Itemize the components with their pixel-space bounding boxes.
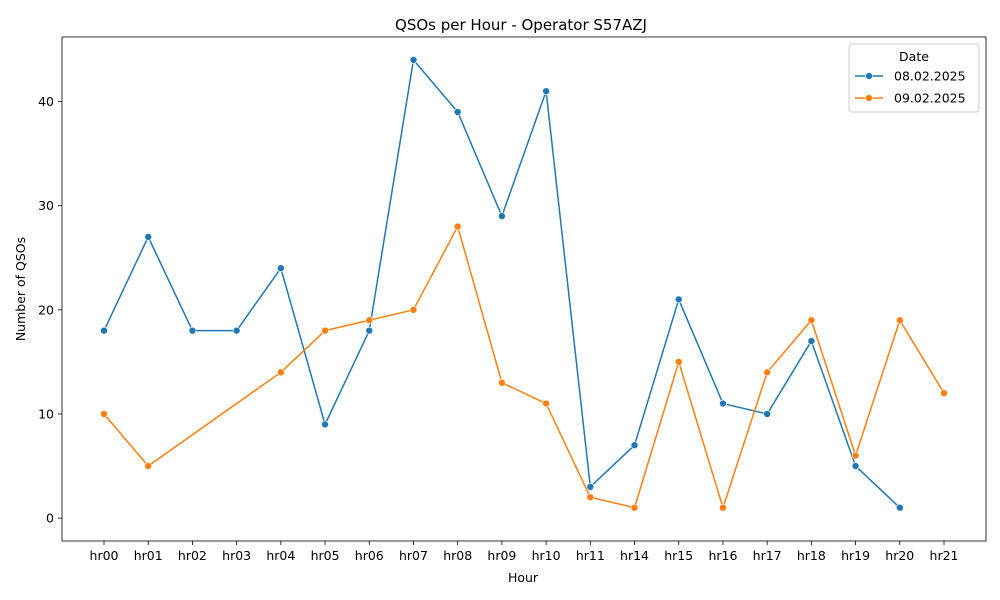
data-point-series-2: [410, 306, 417, 313]
data-point-series-1: [410, 56, 417, 63]
x-tick-label: hr05: [311, 548, 340, 563]
data-point-series-2: [101, 410, 108, 417]
data-point-series-2: [145, 463, 152, 470]
chart-title: QSOs per Hour - Operator S57AZJ: [395, 16, 647, 34]
data-point-series-1: [675, 296, 682, 303]
data-point-series-1: [366, 327, 373, 334]
data-point-series-1: [277, 265, 284, 272]
data-point-series-2: [454, 223, 461, 230]
data-point-series-1: [631, 442, 638, 449]
data-point-series-2: [322, 327, 329, 334]
x-tick-label: hr16: [708, 548, 737, 563]
x-tick-label: hr02: [178, 548, 207, 563]
y-tick-label: 40: [38, 94, 54, 109]
x-tick-label: hr15: [664, 548, 693, 563]
data-point-series-1: [498, 213, 505, 220]
x-tick-label: hr09: [487, 548, 516, 563]
x-tick-label: hr06: [355, 548, 384, 563]
data-point-series-2: [808, 317, 815, 324]
x-axis-label: Hour: [508, 570, 539, 585]
x-tick-label: hr17: [753, 548, 782, 563]
y-tick-label: 20: [38, 302, 54, 317]
x-tick-label: hr18: [797, 548, 826, 563]
data-point-series-2: [719, 504, 726, 511]
x-tick-label: hr01: [134, 548, 163, 563]
data-point-series-1: [233, 327, 240, 334]
x-tick-label: hr03: [222, 548, 251, 563]
x-tick-label: hr04: [266, 548, 295, 563]
legend-title: Date: [899, 49, 929, 64]
data-point-series-1: [454, 108, 461, 115]
data-point-series-2: [896, 317, 903, 324]
data-point-series-2: [366, 317, 373, 324]
chart: QSOs per Hour - Operator S57AZJ hr00 hr01…: [0, 0, 1000, 600]
data-point-series-1: [764, 410, 771, 417]
x-tick-label: hr07: [399, 548, 428, 563]
data-point-series-1: [719, 400, 726, 407]
legend: Date 08.02.2025 09.02.2025: [849, 44, 979, 112]
legend-label-series-2: 09.02.2025: [894, 91, 966, 106]
data-point-series-1: [808, 338, 815, 345]
y-tick-label: 0: [46, 511, 54, 526]
x-tick-label: hr21: [930, 548, 959, 563]
y-tick-label: 10: [38, 406, 54, 421]
x-tick-label: hr19: [841, 548, 870, 563]
data-point-series-1: [189, 327, 196, 334]
data-point-series-1: [322, 421, 329, 428]
data-point-series-2: [764, 369, 771, 376]
x-tick-label: hr14: [620, 548, 649, 563]
data-point-series-2: [631, 504, 638, 511]
legend-marker-series-2: [866, 95, 873, 102]
data-point-series-2: [675, 358, 682, 365]
x-tick-label: hr10: [532, 548, 561, 563]
data-point-series-2: [852, 452, 859, 459]
x-tick-label: hr00: [90, 548, 119, 563]
x-tick-label: hr20: [885, 548, 914, 563]
y-axis-label: Number of QSOs: [13, 237, 28, 341]
x-tick-label: hr08: [443, 548, 472, 563]
legend-label-series-1: 08.02.2025: [894, 69, 966, 84]
x-tick-label: hr11: [576, 548, 605, 563]
data-point-series-1: [587, 483, 594, 490]
data-point-series-2: [941, 390, 948, 397]
data-point-series-1: [145, 233, 152, 240]
y-tick-label: 30: [38, 198, 54, 213]
data-point-series-1: [101, 327, 108, 334]
legend-marker-series-1: [866, 73, 873, 80]
data-point-series-1: [896, 504, 903, 511]
data-point-series-1: [543, 88, 550, 95]
data-point-series-2: [498, 379, 505, 386]
data-point-series-2: [277, 369, 284, 376]
data-point-series-1: [852, 463, 859, 470]
data-point-series-2: [587, 494, 594, 501]
data-point-series-2: [543, 400, 550, 407]
